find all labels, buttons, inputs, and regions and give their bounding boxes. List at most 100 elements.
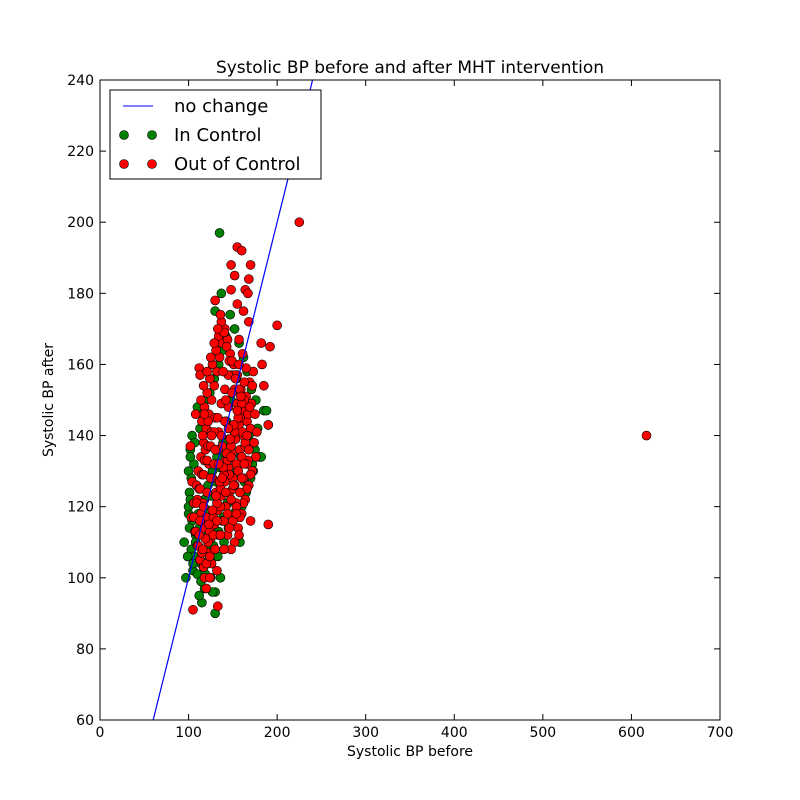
out-of-control-point (243, 288, 253, 299)
x-tick-label: 0 (96, 725, 105, 741)
out-of-control-point (234, 334, 244, 345)
out-of-control-point (236, 245, 247, 256)
out-of-control-point (220, 487, 231, 498)
out-of-control-point (211, 491, 221, 501)
out-of-control-point (219, 544, 229, 555)
in-control-point (229, 324, 240, 334)
out-of-control-point (215, 530, 226, 540)
y-tick-label: 120 (67, 500, 94, 516)
out-of-control-point (236, 473, 247, 484)
out-of-control-point (231, 508, 242, 519)
out-of-control-point (213, 601, 223, 612)
out-of-control-point (205, 352, 216, 363)
in-control-point (261, 405, 272, 416)
in-control-point (185, 452, 196, 462)
y-tick-label: 200 (67, 215, 94, 231)
y-axis: 60 80 100 120 140 160 180 200 220 240 (67, 73, 720, 729)
out-of-control-point (250, 409, 260, 420)
x-tick-label: 600 (618, 725, 645, 741)
x-tick-label: 100 (175, 725, 202, 741)
x-tick-label: 300 (352, 725, 379, 741)
out-of-control-point (229, 270, 240, 281)
out-of-control-point (228, 480, 239, 491)
in-control-point (194, 590, 204, 601)
y-tick-label: 80 (76, 642, 94, 658)
y-tick-label: 160 (67, 357, 94, 373)
legend-label-out-of-control: Out of Control (174, 154, 301, 175)
out-of-control-point (226, 452, 236, 462)
out-of-control-point (212, 516, 222, 526)
out-of-control-point (199, 409, 210, 420)
out-of-control-point (247, 380, 258, 391)
out-of-control-point (232, 299, 243, 309)
in-control-point (225, 309, 235, 320)
x-tick-label: 200 (264, 725, 291, 741)
x-axis: 0 100 200 300 400 500 600 700 (96, 80, 734, 741)
y-tick-label: 100 (67, 571, 94, 587)
x-tick-label: 700 (707, 725, 734, 741)
y-tick-label: 140 (67, 429, 94, 445)
out-of-control-point (207, 505, 218, 516)
in-control-point (216, 288, 227, 299)
out-of-control-point (239, 459, 250, 469)
out-of-control-point (210, 295, 220, 306)
out-of-control-point (210, 444, 220, 455)
out-of-control-point (215, 309, 226, 320)
in-control-point (179, 537, 189, 548)
x-axis-label: Systolic BP before (347, 744, 473, 760)
x-tick-label: 400 (441, 725, 468, 741)
legend-label-in-control: In Control (174, 125, 262, 146)
out-of-control-point (226, 284, 236, 295)
out-of-control-point (197, 430, 208, 441)
out-of-control-point (245, 260, 256, 270)
y-tick-label: 220 (67, 144, 94, 160)
out-of-control-point (239, 377, 250, 388)
legend-marker-in-control (119, 130, 129, 140)
y-tick-label: 60 (76, 713, 94, 729)
out-of-control-point (244, 316, 254, 327)
out-of-control-point (185, 441, 196, 452)
out-of-control-point (188, 604, 198, 615)
out-of-control-point (272, 320, 282, 331)
x-tick-label: 500 (529, 725, 556, 741)
out-of-control-point (236, 391, 246, 402)
out-of-control-point (244, 444, 254, 455)
out-of-control-point (234, 530, 244, 540)
no-change-line (152, 80, 314, 720)
out-of-control-point (218, 366, 228, 377)
out-of-control-point (263, 420, 274, 430)
out-of-control-point (294, 217, 305, 228)
legend-marker-out-of-control (119, 159, 129, 169)
out-of-control-point (232, 405, 243, 416)
out-of-control-point (244, 402, 255, 412)
y-tick-label: 180 (67, 286, 94, 302)
y-tick-label: 240 (67, 73, 94, 89)
out-of-control-point (242, 430, 252, 441)
out-of-control-point (256, 338, 267, 348)
legend-label-no-change: no change (174, 96, 268, 117)
out-of-control-point (197, 544, 208, 555)
legend-frame (109, 89, 322, 180)
out-of-control-point (205, 572, 215, 583)
out-of-control-point (206, 395, 217, 405)
out-of-control-point (226, 260, 236, 270)
out-of-control-point (251, 427, 262, 437)
out-of-control-point (265, 341, 275, 352)
out-of-control-point (641, 430, 652, 441)
out-of-control-point (251, 452, 261, 462)
out-of-control-point (263, 519, 274, 530)
out-of-control-point (198, 380, 209, 391)
in-control-point (214, 228, 225, 238)
out-of-control-point (257, 359, 267, 370)
out-of-control-point (201, 583, 212, 594)
data-layer (152, 80, 652, 720)
out-of-control-point (220, 395, 231, 405)
out-of-control-point (225, 434, 235, 444)
out-of-control-point (213, 324, 223, 334)
plot-frame (99, 79, 721, 721)
out-of-control-point (224, 523, 235, 533)
out-of-control-point (206, 430, 217, 441)
out-of-control-point (226, 494, 236, 505)
legend-marker-out-of-control (147, 159, 157, 169)
